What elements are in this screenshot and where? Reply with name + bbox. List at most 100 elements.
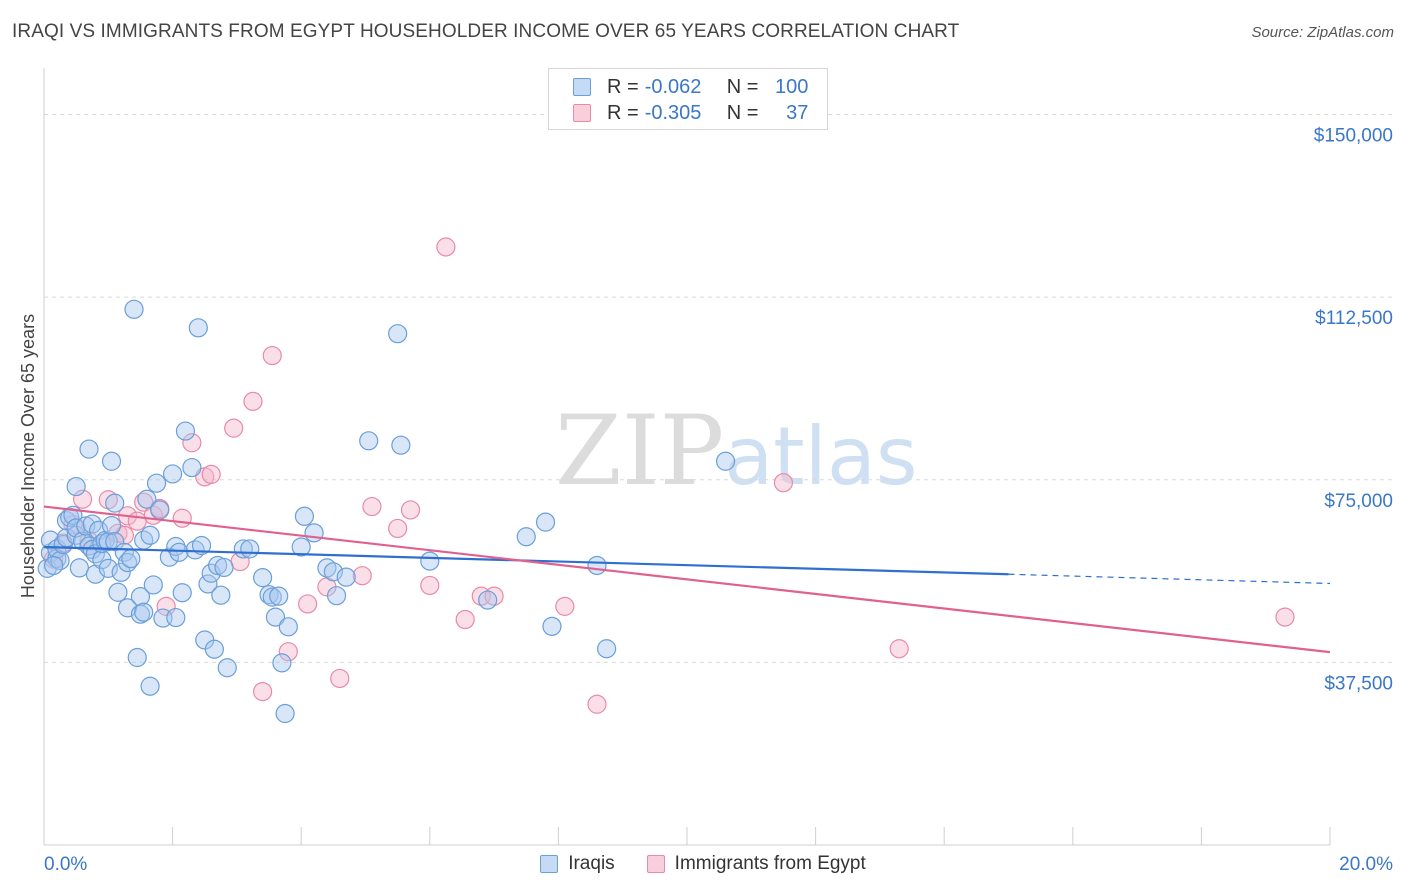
iraqi-point (60, 507, 80, 527)
iraqi-point (130, 604, 151, 624)
y-tick-label: $150,000 (1314, 126, 1393, 147)
egypt-point (201, 464, 221, 485)
iraqi-point (79, 439, 99, 459)
iraqi-point (166, 607, 186, 628)
iraqi-point (304, 523, 324, 543)
iraqi-point (359, 431, 379, 451)
iraqi-point (66, 476, 86, 497)
legend-item-egypt[interactable]: Immigrants from Egypt (646, 853, 866, 875)
iraqi-point (253, 568, 273, 588)
iraqi-point (478, 590, 498, 610)
iraqi-point (137, 489, 157, 509)
iraqi-point (105, 532, 125, 552)
series-legend: Iraqis Immigrants from Egypt (0, 852, 1406, 876)
egypt-point (400, 500, 421, 520)
egypt-point (420, 575, 440, 596)
n-value: 100 (775, 75, 809, 98)
iraqi-point (124, 299, 144, 319)
egypt-point (182, 433, 202, 453)
iraqi-point (169, 542, 189, 562)
iraqi-points (37, 299, 736, 724)
iraqi-point (259, 585, 279, 605)
egypt-swatch (573, 104, 591, 122)
iraqi-point (597, 639, 617, 659)
iraqi-point (140, 676, 160, 696)
iraqi-point (204, 639, 224, 659)
egypt-point (224, 418, 244, 438)
n-value: 37 (786, 101, 809, 124)
egypt-point (72, 489, 93, 509)
y-tick-label: $37,500 (1324, 673, 1393, 694)
iraqi-point (269, 586, 289, 606)
iraqi-point (294, 506, 315, 526)
iraqi-point (127, 647, 147, 668)
iraqi-point (172, 583, 192, 603)
iraqi-point (420, 551, 440, 571)
iraqi-point (323, 562, 343, 582)
chart-title: IRAQI VS IMMIGRANTS FROM EGYPT HOUSEHOLD… (12, 21, 960, 42)
egypt-point (127, 511, 147, 531)
egypt-point (362, 496, 382, 517)
r-label: R = (607, 75, 639, 98)
egypt-point (388, 518, 408, 539)
egypt-trend-line (43, 505, 1331, 654)
iraqi-point (143, 575, 163, 595)
legend-item-iraqis[interactable]: Iraqis (540, 853, 615, 875)
iraqi-point (56, 511, 77, 531)
egypt-point (889, 639, 909, 659)
iraqi-point (105, 493, 125, 513)
egypt-point (436, 237, 456, 257)
egypt-point (1275, 607, 1295, 627)
x-tick-label: 20.0% (1339, 854, 1393, 875)
egypt-point (587, 694, 607, 714)
iraqi-point (163, 464, 183, 484)
y-tick-label: $112,500 (1315, 308, 1393, 329)
egypt-point (253, 681, 273, 702)
iraqi-point (175, 421, 196, 441)
iraqi-point (101, 515, 122, 536)
iraqi-point (134, 602, 154, 622)
correlation-legend: R = -0.062 N = 100 R = -0.305 N = 37 (548, 68, 828, 130)
iraqi-point (146, 473, 167, 493)
iraqi-point (188, 318, 208, 338)
iraqi-point (211, 585, 231, 605)
iraqi-point (587, 555, 607, 576)
iraqi-point (182, 457, 202, 478)
iraqi-point (272, 653, 292, 673)
iraqi-point (391, 435, 411, 455)
axis-labels: $37,500 $75,000 $112,500 $150,000 0.0% 20.0% H… (18, 126, 1393, 875)
n-label: N = (726, 75, 759, 98)
trend-lines (43, 505, 1331, 654)
iraqi-point (715, 451, 736, 471)
iraqi-point (159, 547, 179, 567)
grid-lines (44, 114, 1395, 663)
iraqi-point (262, 587, 282, 607)
iraqi-point (278, 617, 298, 637)
iraqi-point (291, 537, 311, 557)
iraqi-point (217, 658, 237, 678)
iraqi-point (111, 562, 131, 582)
egypt-point (172, 508, 192, 528)
iraqi-point (150, 500, 170, 520)
r-value: -0.305 (644, 101, 702, 124)
iraqi-point (240, 539, 260, 559)
x-tick-label: 0.0% (44, 854, 87, 875)
y-tick-label: $75,000 (1324, 491, 1393, 512)
egypt-point (243, 391, 263, 411)
iraqi-point (108, 582, 128, 602)
egypt-points (44, 237, 1295, 714)
iraqi-point (275, 703, 295, 724)
iraqi-point (98, 558, 118, 578)
iraqis-swatch (540, 855, 559, 873)
egypt-point (278, 642, 298, 662)
legend-label: Iraqis (568, 853, 615, 874)
iraqi-point (101, 451, 122, 471)
iraqi-point (44, 555, 64, 576)
axes (43, 68, 1331, 846)
egypt-point (455, 609, 475, 630)
legend-label: Immigrants from Egypt (674, 853, 866, 874)
iraqi-trend-extension (1008, 573, 1331, 585)
iraqi-point (214, 557, 234, 578)
iraqi-point (336, 567, 356, 587)
